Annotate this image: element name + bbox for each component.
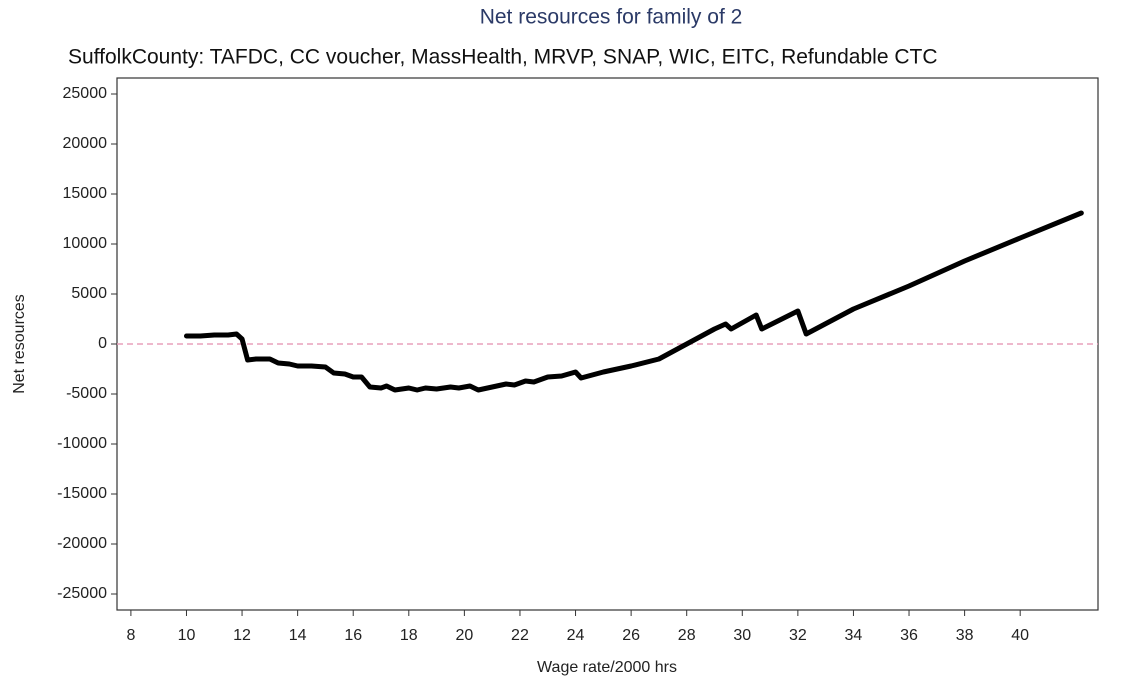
x-tick-label: 30 <box>733 627 751 644</box>
y-tick-label: 15000 <box>63 185 108 202</box>
x-tick-label: 20 <box>455 627 473 644</box>
x-tick-label: 22 <box>511 627 529 644</box>
chart-subtitle: SuffolkCounty: TAFDC, CC voucher, MassHe… <box>68 46 938 69</box>
y-tick-label: -25000 <box>57 585 107 602</box>
x-tick-label: 24 <box>567 627 585 644</box>
x-tick-label: 36 <box>900 627 918 644</box>
x-tick-label: 16 <box>344 627 362 644</box>
x-tick-label: 18 <box>400 627 418 644</box>
x-tick-label: 26 <box>622 627 640 644</box>
y-tick-label: 5000 <box>71 285 107 302</box>
y-tick-label: 20000 <box>63 135 108 152</box>
y-tick-label: -20000 <box>57 535 107 552</box>
x-tick-label: 10 <box>178 627 196 644</box>
x-tick-label: 28 <box>678 627 696 644</box>
x-tick-label: 38 <box>956 627 974 644</box>
x-tick-label: 14 <box>289 627 307 644</box>
x-tick-label: 8 <box>126 627 135 644</box>
y-tick-label: 0 <box>98 335 107 352</box>
y-tick-label: -5000 <box>66 385 107 402</box>
x-tick-label: 12 <box>233 627 251 644</box>
x-tick-label: 40 <box>1011 627 1029 644</box>
x-axis-label: Wage rate/2000 hrs <box>537 659 677 676</box>
chart-title: Net resources for family of 2 <box>480 6 743 29</box>
x-tick-label: 32 <box>789 627 807 644</box>
y-tick-label: 25000 <box>63 85 108 102</box>
y-tick-label: -10000 <box>57 435 107 452</box>
y-tick-label: 10000 <box>63 235 108 252</box>
y-tick-label: -15000 <box>57 485 107 502</box>
x-tick-label: 34 <box>845 627 863 644</box>
y-axis-label: Net resources <box>11 294 28 394</box>
data-line <box>183 210 1084 393</box>
